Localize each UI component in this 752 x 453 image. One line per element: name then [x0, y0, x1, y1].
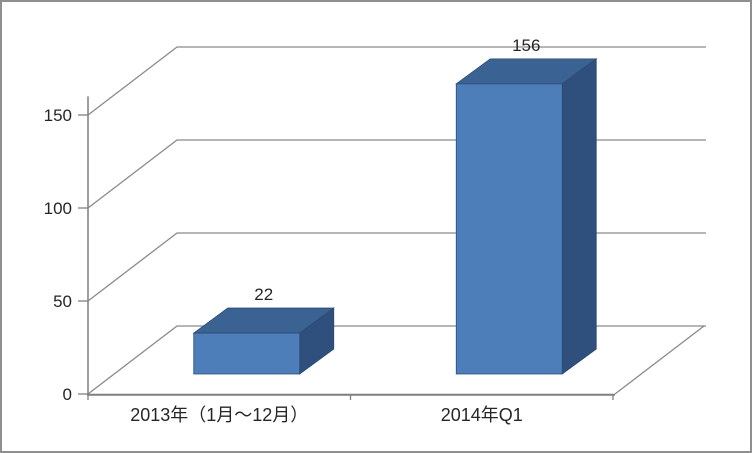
gridline	[87, 139, 706, 209]
bar-value-label: 22	[254, 285, 273, 304]
gridline	[87, 46, 706, 116]
bar-front-face	[455, 83, 563, 375]
bar-front-face	[193, 332, 301, 375]
x-axis-category-label: 2013年（1月～12月）	[130, 405, 308, 425]
y-axis-label: 50	[53, 292, 72, 311]
bar-side-face	[561, 58, 597, 375]
y-axis-label: 150	[44, 106, 72, 125]
bar-value-label: 156	[512, 36, 540, 55]
gridline	[87, 232, 706, 302]
y-axis-label: 0	[63, 385, 72, 404]
y-axis-label: 100	[44, 199, 72, 218]
floor-right-edge	[614, 325, 705, 395]
gridline	[87, 325, 706, 395]
x-axis-category-label: 2014年Q1	[441, 405, 523, 425]
